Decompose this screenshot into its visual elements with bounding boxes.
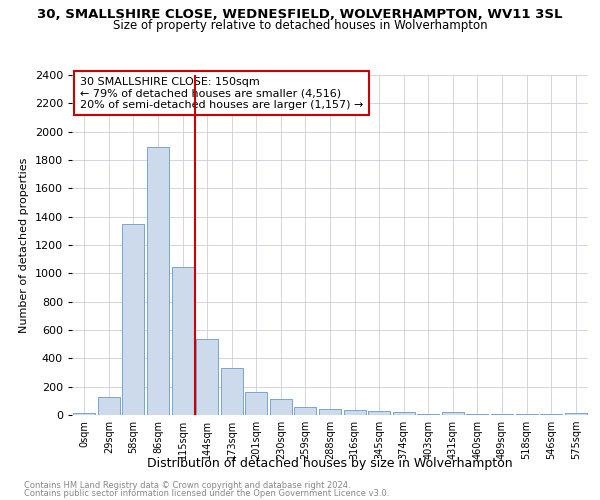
Bar xyxy=(417,414,439,415)
Bar xyxy=(319,408,341,415)
Bar xyxy=(122,224,145,415)
Y-axis label: Number of detached properties: Number of detached properties xyxy=(19,158,29,332)
Bar xyxy=(270,400,292,415)
Bar xyxy=(73,413,95,415)
Bar xyxy=(196,338,218,415)
Bar xyxy=(368,412,390,415)
Bar xyxy=(98,398,120,415)
Bar xyxy=(392,412,415,415)
Bar xyxy=(295,406,316,415)
Bar xyxy=(515,414,538,415)
Text: Size of property relative to detached houses in Wolverhampton: Size of property relative to detached ho… xyxy=(113,18,487,32)
Bar xyxy=(172,267,194,415)
Bar xyxy=(344,410,365,415)
Text: Contains HM Land Registry data © Crown copyright and database right 2024.: Contains HM Land Registry data © Crown c… xyxy=(24,481,350,490)
Bar xyxy=(565,413,587,415)
Text: Distribution of detached houses by size in Wolverhampton: Distribution of detached houses by size … xyxy=(147,458,513,470)
Bar xyxy=(466,414,488,415)
Bar xyxy=(221,368,243,415)
Bar xyxy=(245,392,268,415)
Text: Contains public sector information licensed under the Open Government Licence v3: Contains public sector information licen… xyxy=(24,489,389,498)
Text: 30, SMALLSHIRE CLOSE, WEDNESFIELD, WOLVERHAMPTON, WV11 3SL: 30, SMALLSHIRE CLOSE, WEDNESFIELD, WOLVE… xyxy=(37,8,563,20)
Text: 30 SMALLSHIRE CLOSE: 150sqm
← 79% of detached houses are smaller (4,516)
20% of : 30 SMALLSHIRE CLOSE: 150sqm ← 79% of det… xyxy=(80,76,363,110)
Bar xyxy=(540,414,562,415)
Bar xyxy=(147,147,169,415)
Bar xyxy=(442,412,464,415)
Bar xyxy=(491,414,513,415)
